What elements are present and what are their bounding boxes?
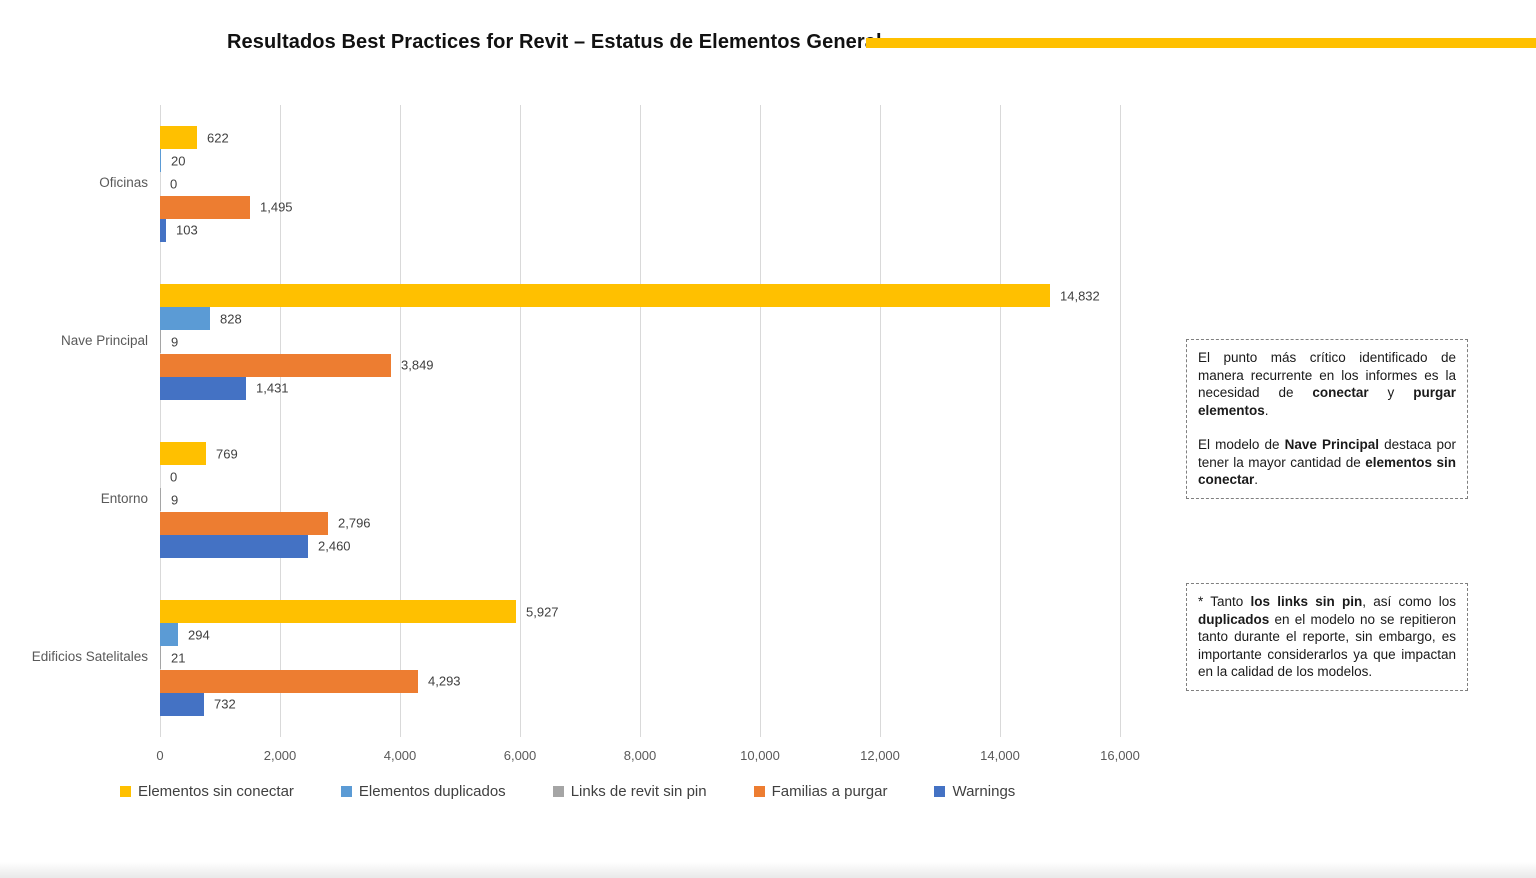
bar-value-label: 9 [171, 492, 179, 508]
bar-value-label: 103 [176, 222, 198, 238]
category-label-entorno: Entorno [100, 491, 148, 506]
bar-elementos-duplicados-nave-principal [160, 307, 210, 331]
gridline [520, 105, 521, 737]
gridline [1120, 105, 1121, 737]
bar-elementos-sin-conectar-nave-principal [160, 284, 1050, 307]
legend-swatch-icon [934, 786, 946, 797]
bar-value-label: 1,495 [260, 199, 293, 215]
bar-value-label: 828 [220, 311, 242, 327]
x-tick-label: 14,000 [980, 748, 1020, 763]
bar-familias-a-purgar-edificios-satelitales [160, 669, 418, 693]
bar-value-label: 9 [171, 334, 179, 350]
legend-swatch-icon [340, 786, 352, 797]
x-tick-label: 8,000 [623, 748, 657, 763]
annotation-paragraph: El modelo de Nave Principal destaca por … [1198, 437, 1457, 487]
legend-item-familias-a-purgar: Familias a purgar [753, 783, 888, 800]
bar-value-label: 732 [214, 696, 236, 712]
bar-elementos-duplicados-oficinas [160, 149, 161, 173]
bar-familias-a-purgar-nave-principal [160, 353, 391, 377]
bar-familias-a-purgar-oficinas [160, 195, 250, 219]
bar-value-label: 0 [170, 469, 178, 485]
page-title: Resultados Best Practices for Revit – Es… [227, 31, 882, 53]
chart-legend: Elementos sin conectar Elementos duplicad… [120, 783, 1015, 800]
page-bottom-shade [0, 862, 1536, 878]
category-label-nave-principal: Nave Principal [60, 333, 148, 348]
annotation-paragraph: El punto más crítico identificado de man… [1198, 350, 1456, 418]
legend-item-links-de-revit-sin-pin: Links de revit sin pin [552, 783, 707, 800]
bar-elementos-sin-conectar-entorno [160, 442, 206, 465]
gridline [400, 105, 401, 737]
legend-item-warnings: Warnings [934, 783, 1015, 800]
bar-value-label: 2,460 [318, 538, 351, 554]
gridline [640, 105, 641, 737]
gridline [280, 105, 281, 737]
annotation-paragraph: * Tanto los links sin pin, así como los … [1198, 594, 1456, 679]
legend-swatch-icon [120, 786, 131, 797]
gridline [880, 105, 881, 737]
bar-value-label: 622 [207, 130, 229, 146]
x-tick-label: 4,000 [383, 748, 417, 763]
category-label-oficinas: Oficinas [99, 175, 148, 190]
bar-value-label: 769 [216, 446, 238, 462]
legend-label: Elementos sin conectar [138, 783, 294, 800]
x-tick-label: 12,000 [860, 748, 900, 763]
gridline [760, 105, 761, 737]
bar-links-de-revit-sin-pin-nave-principal [160, 330, 161, 354]
x-tick-label: 6,000 [503, 748, 537, 763]
legend-label: Links de revit sin pin [570, 783, 707, 800]
legend-item-elementos-sin-conectar: Elementos sin conectar [120, 783, 294, 800]
gridline [160, 105, 161, 737]
bar-value-label: 2,796 [338, 515, 371, 531]
bar-links-de-revit-sin-pin-entorno [160, 488, 161, 512]
bar-value-label: 1,431 [256, 380, 289, 396]
x-tick-label: 0 [156, 748, 164, 763]
bar-warnings-edificios-satelitales [160, 692, 204, 716]
bar-value-label: 20 [171, 153, 186, 169]
bar-elementos-sin-conectar-oficinas [160, 126, 197, 149]
gridline [1000, 105, 1001, 737]
title-accent-bar [866, 38, 1536, 48]
legend-swatch-icon [753, 786, 765, 797]
bar-warnings-nave-principal [160, 376, 246, 400]
x-tick-label: 16,000 [1100, 748, 1140, 763]
bar-chart-plot-area: 622 20 0 1,495 103 14,832 828 9 3,849 1,431 769 0 9 2… [160, 105, 1121, 737]
bar-value-label: 4,293 [428, 673, 461, 689]
legend-label: Familias a purgar [771, 783, 888, 800]
bar-warnings-oficinas [160, 218, 166, 242]
bar-links-de-revit-sin-pin-edificios-satelitales [160, 646, 161, 670]
legend-label: Warnings [952, 783, 1016, 800]
x-tick-label: 10,000 [740, 748, 780, 763]
bar-elementos-duplicados-edificios-satelitales [160, 623, 178, 647]
bar-warnings-entorno [160, 534, 308, 558]
bar-familias-a-purgar-entorno [160, 511, 328, 535]
x-tick-label: 2,000 [263, 748, 297, 763]
legend-label: Elementos duplicados [358, 783, 506, 800]
legend-item-elementos-duplicados: Elementos duplicados [340, 783, 506, 800]
bar-value-label: 0 [170, 176, 178, 192]
bar-value-label: 294 [188, 627, 210, 643]
category-label-edificios-satelitales: Edificios Satelitales [31, 649, 148, 664]
bar-value-label: 3,849 [401, 357, 434, 373]
bar-value-label: 14,832 [1060, 288, 1100, 304]
bar-value-label: 21 [171, 650, 186, 666]
annotation-box-critical-point: El punto más crítico identificado de man… [1186, 339, 1468, 499]
bar-value-label: 5,927 [526, 604, 559, 620]
legend-swatch-icon [552, 786, 564, 797]
bar-elementos-sin-conectar-edificios-satelitales [160, 600, 516, 623]
annotation-box-links-duplicados: * Tanto los links sin pin, así como los … [1186, 583, 1468, 691]
